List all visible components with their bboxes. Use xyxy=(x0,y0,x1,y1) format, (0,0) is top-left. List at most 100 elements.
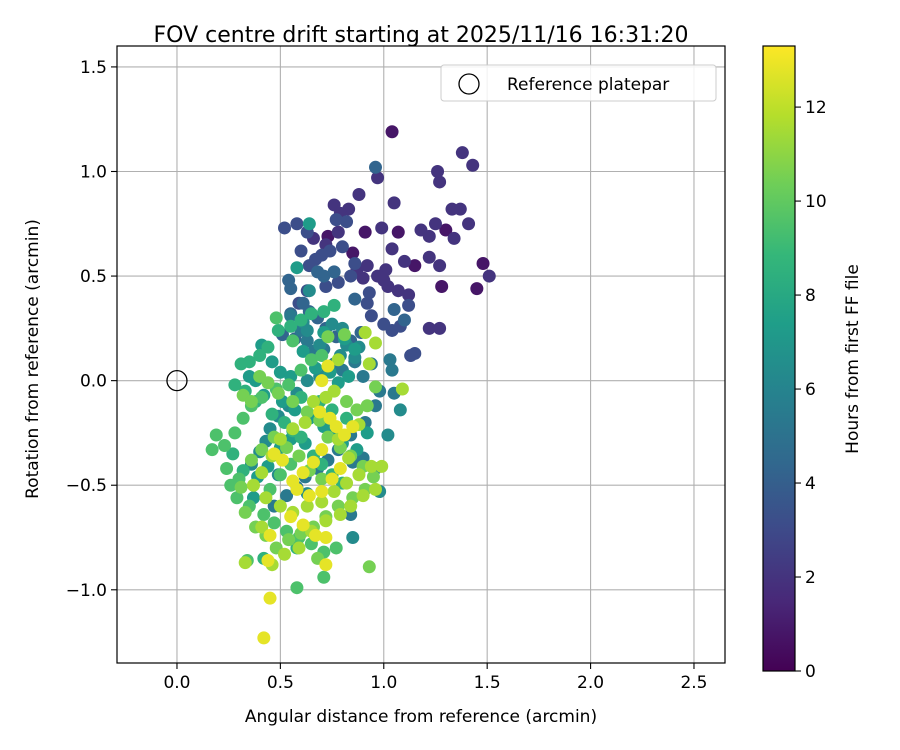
x-axis-label: Angular distance from reference (arcmin) xyxy=(245,707,597,727)
data-point xyxy=(356,369,370,383)
data-point xyxy=(337,428,351,442)
data-point xyxy=(337,328,351,342)
data-point xyxy=(476,257,490,271)
data-point xyxy=(360,399,374,413)
x-tick-label: 0.5 xyxy=(267,673,294,693)
data-point xyxy=(255,466,269,480)
data-point xyxy=(375,459,389,473)
grid-lines xyxy=(117,46,725,663)
y-tick-label: −1.0 xyxy=(66,581,107,601)
data-point xyxy=(360,426,374,440)
colorbar-gradient xyxy=(762,45,796,672)
data-point xyxy=(300,323,314,337)
data-point xyxy=(319,280,333,294)
data-point xyxy=(327,265,341,279)
colorbar: 0 2 4 6 8 10 12 Hours from first FF file xyxy=(762,45,863,682)
data-point xyxy=(300,405,314,419)
reference-platepar-marker xyxy=(166,369,188,392)
data-point xyxy=(309,528,323,542)
data-point xyxy=(346,246,360,260)
data-point xyxy=(333,461,347,475)
data-point xyxy=(422,229,436,243)
colorbar-tick-label: 0 xyxy=(805,662,816,682)
data-point xyxy=(267,516,281,530)
data-point xyxy=(261,554,275,568)
data-point xyxy=(273,432,287,446)
data-point xyxy=(298,415,312,429)
colorbar-tick-label: 10 xyxy=(805,192,827,212)
data-point xyxy=(391,284,405,298)
data-point xyxy=(271,386,285,400)
data-point xyxy=(253,349,267,363)
data-point xyxy=(402,298,416,312)
data-point xyxy=(315,495,329,509)
data-point xyxy=(296,466,310,480)
colorbar-label: Hours from first FF file xyxy=(843,264,863,454)
data-point xyxy=(315,374,329,388)
data-point xyxy=(209,428,223,442)
data-point xyxy=(393,403,407,417)
data-point xyxy=(385,242,399,256)
data-point xyxy=(269,311,283,325)
data-point xyxy=(242,369,256,383)
data-point xyxy=(286,334,300,348)
data-point xyxy=(271,323,285,337)
data-point xyxy=(385,363,399,377)
data-point xyxy=(453,202,467,216)
data-point xyxy=(296,518,310,532)
data-point xyxy=(315,349,329,363)
data-point xyxy=(273,468,287,482)
data-point xyxy=(342,369,356,383)
data-point xyxy=(321,430,335,444)
data-point xyxy=(284,319,298,333)
data-point xyxy=(315,443,329,457)
data-point xyxy=(306,395,320,409)
data-point xyxy=(282,378,296,392)
legend-label: Reference platepar xyxy=(507,75,669,95)
data-point xyxy=(302,217,316,231)
reference-layer xyxy=(166,369,188,392)
colorbar-tick-label: 8 xyxy=(805,286,816,306)
legend: Reference platepar xyxy=(440,64,717,102)
colorbar-tick-label: 4 xyxy=(805,474,816,494)
data-point xyxy=(397,313,411,327)
data-point xyxy=(391,225,405,239)
y-tick-label: −0.5 xyxy=(66,476,107,496)
data-point xyxy=(455,146,469,160)
data-point xyxy=(348,292,362,306)
data-point xyxy=(340,215,354,229)
data-point xyxy=(385,125,399,139)
data-point xyxy=(263,528,277,542)
chart-title: FOV centre drift starting at 2025/11/16 … xyxy=(154,23,689,48)
data-point xyxy=(325,317,339,331)
data-point xyxy=(362,286,376,300)
data-point xyxy=(439,223,453,237)
data-point xyxy=(433,175,447,189)
x-tick-label: 1.0 xyxy=(370,673,397,693)
y-axis-ticks: −1.0 −0.5 0.0 0.5 1.0 1.5 xyxy=(66,58,117,601)
data-point xyxy=(290,482,304,496)
data-point xyxy=(395,382,409,396)
data-point xyxy=(300,374,314,388)
data-point xyxy=(286,422,300,436)
data-point xyxy=(387,196,401,210)
data-point xyxy=(431,164,445,178)
data-point xyxy=(218,438,232,452)
data-point xyxy=(352,187,366,201)
data-point xyxy=(317,570,331,584)
y-tick-label: 1.5 xyxy=(80,58,107,78)
data-point xyxy=(236,411,250,425)
data-point xyxy=(234,480,248,494)
data-point xyxy=(255,390,269,404)
data-point xyxy=(350,403,364,417)
data-point xyxy=(294,313,308,327)
y-axis-label: Rotation from reference (arcmin) xyxy=(23,219,43,499)
colorbar-ticks: 0 2 4 6 8 10 12 xyxy=(795,98,827,682)
data-point xyxy=(325,472,339,486)
data-point xyxy=(346,531,360,545)
data-point xyxy=(234,357,248,371)
data-point xyxy=(447,231,461,245)
data-point xyxy=(302,489,316,503)
data-point xyxy=(304,307,318,321)
